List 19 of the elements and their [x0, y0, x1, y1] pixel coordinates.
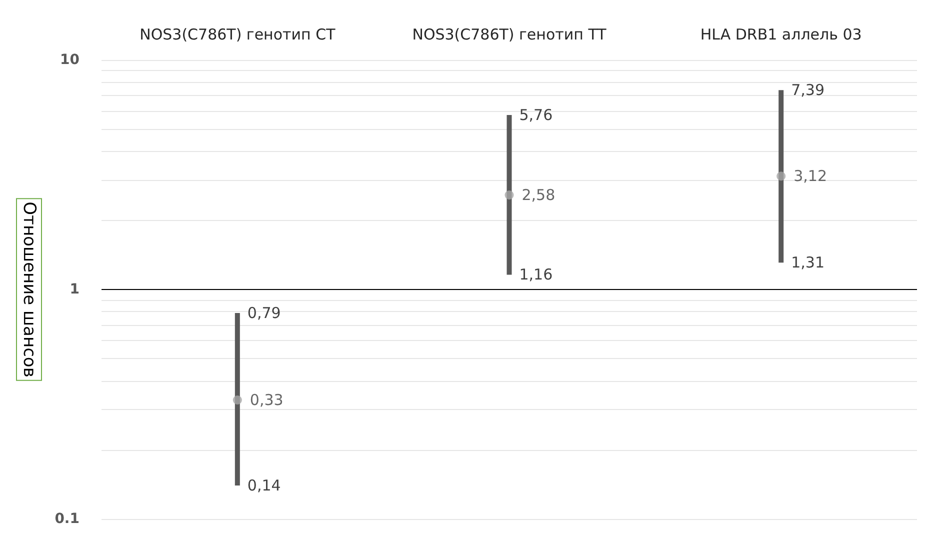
y-tick-label: 0.1 [54, 511, 80, 527]
data-label: 0,33 [250, 391, 284, 409]
point [232, 396, 242, 404]
x-tick-label: HLA DRB1 аллель 03 [700, 26, 862, 44]
annotation: 7,39 [791, 81, 824, 100]
x-tick-label: NOS3(C786T) генотип TT [412, 26, 608, 44]
data-label: 2,58 [522, 186, 556, 204]
annotation: 1,31 [791, 254, 824, 272]
y-tick-label: 1 [70, 282, 80, 298]
y-axis-title: Отношение шансов [19, 202, 39, 378]
point [504, 190, 514, 200]
annotation: 5,76 [519, 106, 553, 124]
point [776, 172, 786, 181]
x-tick-label: NOS3(C786T) генотип CT [140, 26, 336, 44]
y-tick-label: 10 [60, 52, 80, 68]
annotation: 0,79 [247, 304, 281, 322]
annotation: 0,14 [247, 476, 281, 494]
data-label: 3,12 [794, 167, 827, 186]
annotation: 1,16 [519, 266, 553, 284]
